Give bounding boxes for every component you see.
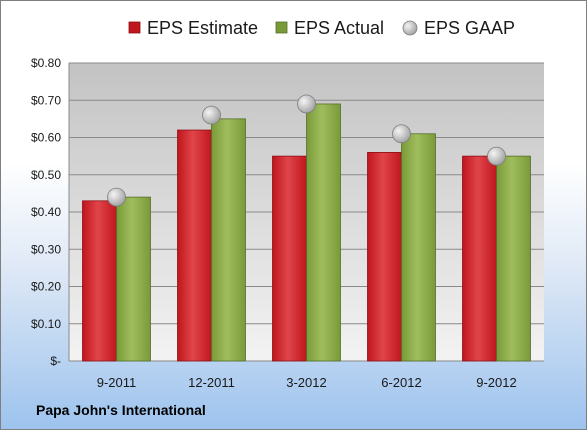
bar-eps-actual <box>116 196 151 362</box>
bar-eps-estimate <box>462 155 497 362</box>
legend: EPS Estimate EPS Actual EPS GAAP <box>128 18 515 38</box>
x-tick-label: 9-2012 <box>476 375 516 390</box>
legend-label: EPS GAAP <box>424 18 515 38</box>
y-tick-label: $0.10 <box>31 317 61 331</box>
x-tick-label: 6-2012 <box>381 375 421 390</box>
legend-label: EPS Estimate <box>147 18 258 38</box>
point-eps-gaap <box>487 146 506 166</box>
y-tick-label: $0.70 <box>31 93 61 107</box>
x-tick-label: 9-2011 <box>97 375 137 390</box>
point-eps-gaap <box>107 187 126 207</box>
bar-eps-actual <box>401 133 436 362</box>
y-tick-label: $0.30 <box>31 242 61 256</box>
point-eps-gaap <box>202 105 221 125</box>
legend-swatch-eps-actual <box>275 21 288 34</box>
y-tick-label: $0.60 <box>31 131 61 145</box>
point-eps-gaap <box>297 94 316 114</box>
legend-swatch-eps-estimate <box>128 21 141 34</box>
y-tick-label: $0.80 <box>31 56 61 70</box>
legend-marker-eps-gaap <box>402 20 418 36</box>
y-tick-label: $- <box>50 354 61 368</box>
bar-eps-actual <box>211 118 246 362</box>
y-tick-label: $0.40 <box>31 205 61 219</box>
bar-eps-estimate <box>272 155 307 362</box>
bar-eps-actual <box>496 155 531 362</box>
bar-eps-estimate <box>82 200 117 362</box>
bar-eps-estimate <box>177 129 212 362</box>
company-name: Papa John's International <box>36 402 206 418</box>
y-tick-label: $0.50 <box>31 168 61 182</box>
bar-eps-actual <box>306 103 341 362</box>
legend-label: EPS Actual <box>294 18 384 38</box>
y-tick-label: $0.20 <box>31 280 61 294</box>
x-tick-label: 3-2012 <box>286 375 326 390</box>
x-tick-label: 12-2011 <box>188 375 235 390</box>
point-eps-gaap <box>392 124 411 144</box>
bar-eps-estimate <box>367 151 402 362</box>
